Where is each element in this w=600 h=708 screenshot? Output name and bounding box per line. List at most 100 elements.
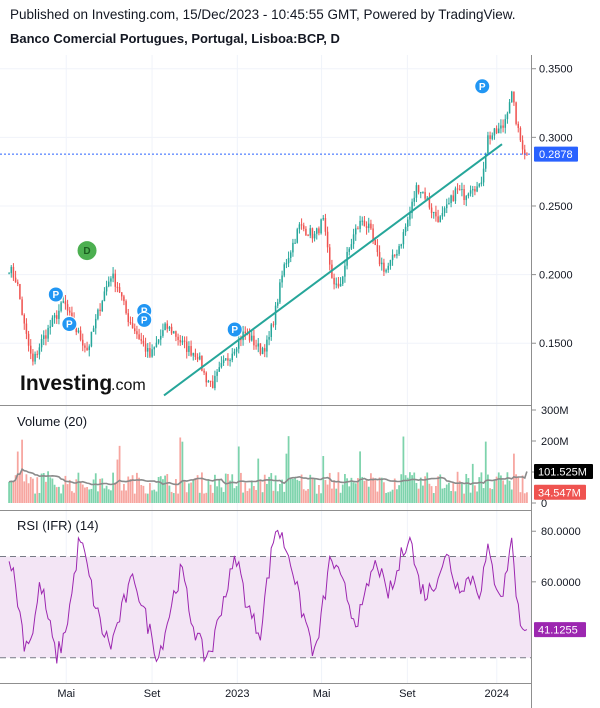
volume-bar	[53, 484, 56, 503]
volume-bar	[480, 472, 483, 503]
volume-bar	[55, 487, 58, 503]
volume-bar	[341, 484, 344, 503]
candle-body	[510, 91, 513, 103]
candle-body	[55, 315, 58, 319]
candle-body	[81, 339, 84, 346]
volume-bar	[320, 493, 322, 503]
dividend-badge[interactable]: D	[76, 240, 98, 262]
candle-body	[435, 211, 437, 217]
candle-body	[493, 128, 496, 136]
volume-bar	[185, 492, 188, 503]
volume-bar	[81, 484, 84, 503]
volume-bar	[326, 484, 329, 503]
candle-body	[491, 135, 494, 139]
volume-bar	[127, 476, 130, 503]
volume-bar	[357, 478, 359, 503]
candle-body	[389, 260, 392, 266]
rsi-axis[interactable]: 80.0000 60.0000	[532, 526, 581, 589]
volume-bar	[281, 479, 283, 503]
volume-bar	[387, 492, 390, 503]
candle-body	[183, 340, 186, 342]
volume-ma-label: 101.525M	[534, 464, 593, 480]
volume-bar	[502, 480, 504, 503]
candle-body	[448, 203, 450, 205]
candle-body	[250, 335, 253, 341]
candle-body	[515, 102, 517, 124]
pattern-badge[interactable]: P	[61, 316, 78, 333]
volume-bar	[205, 492, 208, 503]
volume-bar	[144, 493, 147, 503]
volume-bar	[90, 488, 93, 503]
volume-bar	[380, 477, 383, 503]
candle-body	[155, 342, 158, 348]
candle-body	[107, 281, 110, 287]
candle-body	[79, 330, 82, 340]
volume-bar	[372, 477, 374, 503]
candle-body	[97, 309, 99, 319]
candle-body	[146, 348, 149, 352]
candle-body	[380, 262, 383, 265]
candle-body	[497, 128, 500, 134]
volume-bar	[519, 492, 522, 503]
volume-bar	[8, 481, 10, 503]
volume-bar	[350, 477, 353, 503]
volume-bar	[435, 485, 437, 503]
rsi-tick-label: 80.0000	[541, 526, 581, 538]
candle-body	[10, 266, 13, 274]
candle-body	[157, 339, 160, 343]
volume-bar	[428, 483, 431, 503]
volume-bar	[313, 479, 316, 503]
volume-bar	[448, 482, 450, 503]
candle-body	[398, 246, 400, 254]
volume-bar	[508, 480, 511, 503]
candle-body	[116, 286, 119, 288]
volume-bar	[417, 488, 420, 503]
candle-body	[244, 331, 247, 334]
time-axis[interactable]: Mai Set 2023 Mai Set 2024	[57, 688, 509, 700]
candle-body	[482, 168, 485, 183]
pattern-badge[interactable]: P	[47, 286, 64, 303]
volume-bar	[389, 491, 392, 503]
volume-bar	[495, 476, 498, 503]
published-caption: Published on Investing.com, 15/Dec/2023 …	[10, 7, 516, 22]
volume-bar	[201, 472, 203, 503]
volume-bar	[231, 474, 234, 503]
candle-body	[127, 313, 130, 323]
candle-body	[62, 301, 65, 303]
candle-body	[170, 326, 173, 334]
candle-body	[159, 335, 162, 340]
candle-body	[138, 334, 140, 340]
volume-bar	[515, 474, 517, 503]
volume-bar	[274, 475, 277, 503]
volume-bar	[142, 485, 145, 503]
pattern-badge[interactable]: P	[226, 321, 243, 338]
volume-bar	[415, 482, 418, 503]
candle-body	[101, 301, 104, 312]
candle-body	[478, 184, 481, 187]
candle-body	[393, 254, 396, 256]
candle-body	[404, 226, 407, 233]
svg-text:0.2878: 0.2878	[539, 149, 573, 161]
volume-bar	[218, 479, 221, 503]
volume-bar	[21, 439, 23, 503]
candle-body	[136, 331, 138, 335]
candle-body	[283, 264, 286, 276]
price-axis[interactable]: 0.3500 0.3000 0.2500 0.2000 0.1500	[532, 64, 573, 351]
candle-body	[502, 125, 504, 128]
volume-bar	[324, 480, 327, 503]
volume-bar	[136, 472, 138, 503]
volume-bar	[309, 474, 312, 503]
candle-body	[149, 348, 151, 357]
candle-body	[233, 351, 236, 354]
volume-bar	[25, 474, 28, 503]
pattern-badge[interactable]: P	[136, 311, 153, 328]
candle-body	[103, 291, 106, 302]
candle-body	[465, 196, 468, 201]
candle-body	[235, 348, 238, 352]
candle-body	[402, 232, 405, 245]
pattern-badge[interactable]: P	[474, 78, 491, 95]
volume-bar	[406, 477, 409, 503]
candle-body	[387, 265, 390, 270]
candle-body	[71, 312, 73, 319]
